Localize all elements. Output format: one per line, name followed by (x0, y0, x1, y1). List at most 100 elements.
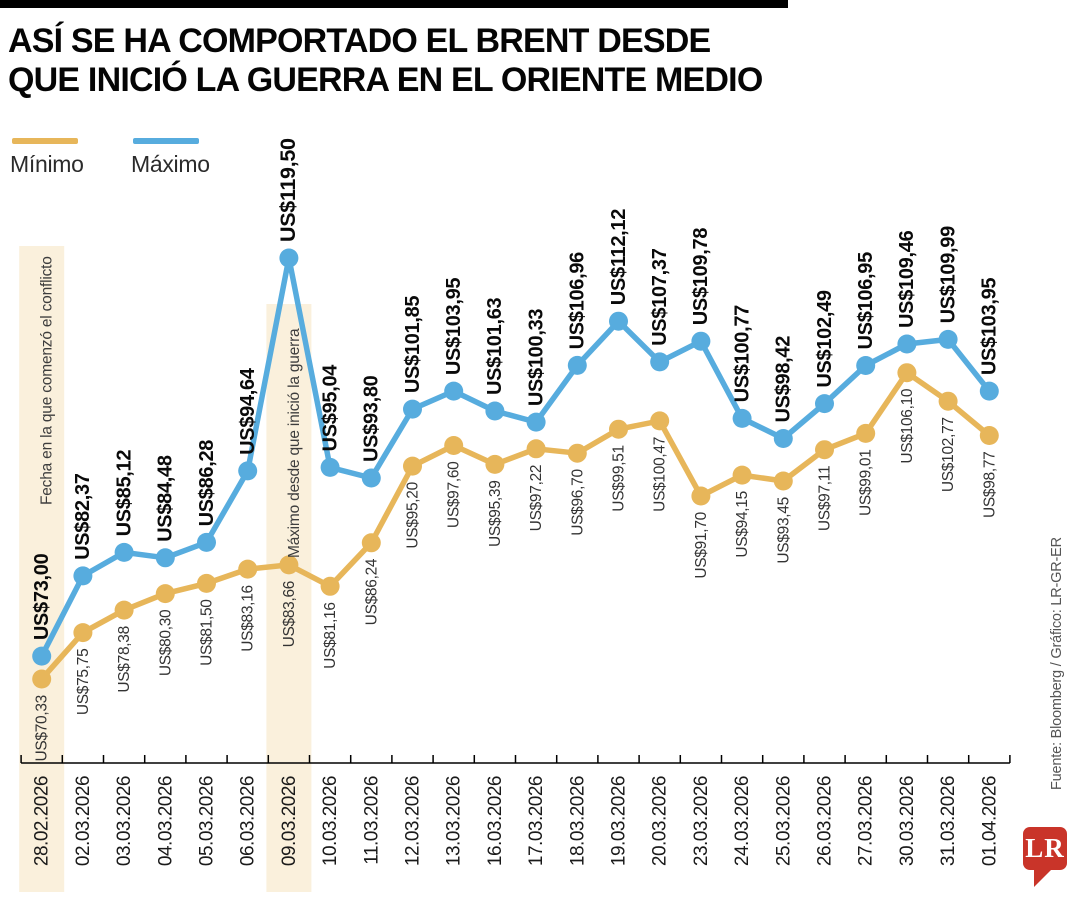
minimo-value-label: US$95,20 (405, 481, 422, 548)
maximo-point (897, 334, 917, 354)
minimo-value-label: US$83,66 (281, 581, 298, 648)
minimo-value-label: US$97,60 (446, 461, 463, 528)
maximo-point (279, 248, 299, 268)
date-label: 20.03.2026 (650, 776, 671, 866)
maximo-value-label: US$106,95 (855, 252, 877, 350)
minimo-point (197, 573, 216, 593)
highlight-band (266, 304, 312, 892)
legend-item-maximo: Máximo (131, 138, 210, 178)
minimo-swatch (12, 138, 78, 144)
maximo-point (444, 381, 464, 401)
minimo-point (897, 363, 917, 383)
maximo-value-label: US$82,37 (72, 473, 94, 560)
annotation-label: Máximo desde que inició la guerra (286, 328, 303, 558)
date-label: 12.03.2026 (403, 776, 424, 866)
maximo-point (32, 646, 52, 666)
page-title: ASÍ SE HA COMPORTADO EL BRENT DESDE QUE … (8, 22, 763, 100)
maximo-point (938, 329, 958, 349)
minimo-value-label: US$75,75 (75, 649, 92, 716)
minimo-point (856, 423, 876, 443)
minimo-value-label: US$102,77 (940, 417, 957, 492)
source-credit: Fuente: Bloomberg / Gráfico: LR-GR-ER (1049, 537, 1065, 790)
maximo-point (815, 394, 834, 414)
maximo-swatch (133, 138, 199, 144)
date-label: 18.03.2026 (567, 776, 588, 866)
minimo-point (361, 533, 381, 553)
maximo-value-label: US$102,49 (814, 290, 836, 388)
minimo-value-label: US$70,33 (34, 695, 51, 762)
minimo-value-label: US$99,01 (858, 449, 875, 516)
date-label: 28.02.2026 (32, 776, 53, 866)
minimo-point (979, 426, 999, 445)
date-label: 13.03.2026 (444, 776, 465, 866)
minimo-value-label: US$80,30 (157, 609, 174, 676)
minimo-point (732, 465, 752, 485)
top-black-bar (0, 0, 788, 8)
minimo-value-label: US$81,16 (322, 602, 339, 669)
date-label: 25.03.2026 (773, 776, 794, 866)
minimo-point (114, 600, 134, 620)
maximo-point (114, 542, 134, 562)
date-label: 27.03.2026 (856, 776, 877, 866)
minimo-point (238, 559, 258, 579)
minimo-value-label: US$91,70 (693, 511, 710, 578)
maximo-point (197, 532, 216, 552)
date-label: 10.03.2026 (320, 776, 341, 866)
maximo-point (73, 566, 93, 586)
minimo-point (567, 443, 587, 463)
date-label: 16.03.2026 (485, 776, 506, 866)
minimo-point (609, 419, 628, 439)
minimo-value-label: US$100,47 (652, 437, 669, 512)
minimo-point (526, 439, 546, 459)
minimo-point (815, 440, 834, 460)
maximo-point (609, 311, 628, 331)
maximo-value-label: US$101,85 (402, 296, 424, 394)
date-label: 03.03.2026 (114, 776, 135, 866)
minimo-point (32, 669, 52, 689)
date-label: 30.03.2026 (897, 776, 918, 866)
maximo-point (485, 401, 505, 421)
date-label: 26.03.2026 (815, 776, 836, 866)
maximo-point (691, 331, 711, 351)
minimo-point (485, 454, 505, 474)
minimo-point (320, 576, 340, 596)
minimo-value-label: US$81,50 (198, 599, 215, 666)
maximo-value-label: US$109,78 (690, 228, 712, 326)
minimo-label: Mínimo (10, 151, 84, 177)
maximo-label: Máximo (131, 151, 210, 177)
maximo-point (526, 412, 546, 432)
minimo-point (691, 486, 711, 506)
minimo-value-label: US$97,22 (528, 465, 545, 532)
minimo-value-label: US$99,51 (611, 445, 628, 512)
maximo-point (650, 352, 670, 372)
minimo-value-label: US$83,16 (240, 585, 257, 652)
maximo-point (773, 429, 793, 448)
maximo-value-label: US$84,48 (155, 455, 177, 542)
minimo-point (155, 584, 175, 604)
date-label: 02.03.2026 (73, 776, 94, 866)
maximo-value-label: US$109,46 (896, 230, 918, 328)
minimo-point (279, 555, 299, 575)
minimo-value-label: US$93,45 (775, 497, 792, 564)
maximo-point (320, 457, 340, 477)
x-axis (20, 755, 1011, 764)
maximo-value-label: US$106,96 (567, 252, 589, 350)
maximo-value-label: US$103,95 (443, 278, 465, 376)
minimo-point (650, 411, 670, 431)
title-line-2: QUE INICIÓ LA GUERRA EN EL ORIENTE MEDIO (8, 61, 763, 99)
maximo-value-label: US$101,63 (484, 297, 506, 395)
date-label: 31.03.2026 (938, 776, 959, 866)
maximo-point (155, 548, 175, 568)
highlight-band (19, 246, 65, 892)
maximo-point (403, 399, 422, 419)
date-label: 11.03.2026 (361, 776, 382, 865)
minimo-point (773, 471, 793, 491)
minimo-value-label: US$86,24 (363, 558, 380, 625)
minimo-value-label: US$78,38 (116, 626, 133, 693)
maximo-value-label: US$73,00 (31, 553, 53, 640)
maximo-point (856, 356, 876, 375)
minimo-value-label: US$98,77 (981, 451, 998, 518)
title-line-1: ASÍ SE HA COMPORTADO EL BRENT DESDE (8, 22, 711, 60)
